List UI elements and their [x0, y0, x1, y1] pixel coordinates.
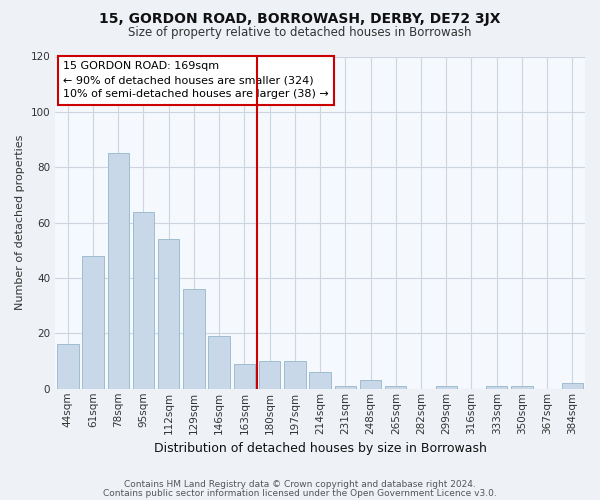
- Text: Size of property relative to detached houses in Borrowash: Size of property relative to detached ho…: [128, 26, 472, 39]
- Bar: [436, 386, 457, 389]
- Text: Contains public sector information licensed under the Open Government Licence v3: Contains public sector information licen…: [103, 488, 497, 498]
- Bar: [486, 386, 508, 389]
- Bar: [208, 336, 230, 389]
- Bar: [511, 386, 533, 389]
- Text: 15 GORDON ROAD: 169sqm
← 90% of detached houses are smaller (324)
10% of semi-de: 15 GORDON ROAD: 169sqm ← 90% of detached…: [63, 62, 329, 100]
- Bar: [385, 386, 406, 389]
- Bar: [158, 239, 179, 389]
- Bar: [233, 364, 255, 389]
- Text: 15, GORDON ROAD, BORROWASH, DERBY, DE72 3JX: 15, GORDON ROAD, BORROWASH, DERBY, DE72 …: [99, 12, 501, 26]
- Bar: [183, 289, 205, 389]
- Bar: [57, 344, 79, 389]
- Bar: [310, 372, 331, 389]
- Bar: [82, 256, 104, 389]
- Y-axis label: Number of detached properties: Number of detached properties: [15, 135, 25, 310]
- Bar: [133, 212, 154, 389]
- Text: Contains HM Land Registry data © Crown copyright and database right 2024.: Contains HM Land Registry data © Crown c…: [124, 480, 476, 489]
- Bar: [562, 383, 583, 389]
- Bar: [259, 361, 280, 389]
- Bar: [335, 386, 356, 389]
- Bar: [107, 154, 129, 389]
- X-axis label: Distribution of detached houses by size in Borrowash: Distribution of detached houses by size …: [154, 442, 487, 455]
- Bar: [284, 361, 305, 389]
- Bar: [360, 380, 381, 389]
